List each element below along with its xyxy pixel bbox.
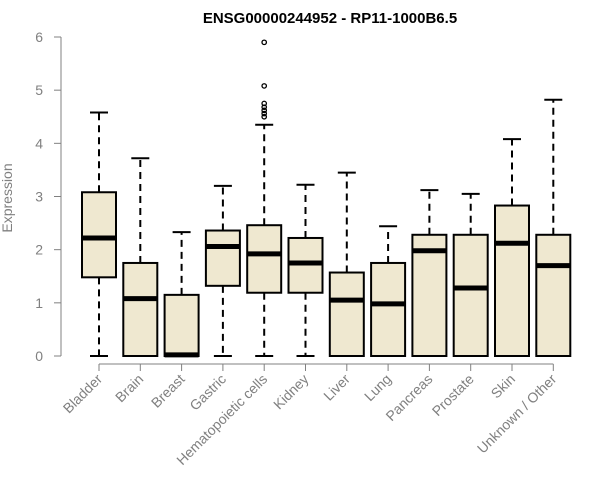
box-iqr: [163, 293, 200, 358]
box-iqr: [452, 233, 489, 357]
box-group: [535, 98, 572, 357]
chart-title: ENSG00000244952 - RP11-1000B6.5: [203, 10, 457, 27]
outlier-point: [261, 113, 268, 120]
y-tick-label: 4: [35, 135, 43, 151]
box-group: [370, 225, 407, 358]
box-group: [411, 189, 448, 357]
box-iqr: [81, 191, 117, 279]
x-tick-label: Brain: [112, 371, 146, 405]
y-tick-label: 6: [35, 29, 43, 45]
box-iqr: [246, 224, 283, 294]
box-iqr: [204, 229, 241, 287]
y-tick-label: 5: [35, 82, 43, 98]
outlier-point: [261, 100, 268, 107]
y-tick-label: 3: [35, 189, 43, 205]
x-tick-label: Liver: [320, 371, 353, 404]
box-iqr: [122, 261, 159, 358]
box-iqr: [370, 261, 407, 358]
outlier-point: [261, 110, 268, 117]
outlier-point: [261, 107, 268, 114]
box-group: [122, 157, 159, 358]
box-group: [163, 231, 200, 358]
box-group: [328, 171, 365, 357]
x-tick-label: Bladder: [60, 371, 106, 417]
box-iqr: [494, 204, 530, 357]
box-group: [81, 111, 117, 357]
x-tick-label: Lung: [361, 371, 394, 404]
box-group: [287, 183, 324, 357]
y-axis: 0 1 2 3 4 5 6: [35, 29, 62, 364]
x-tick-label: Skin: [488, 371, 519, 402]
box-group: [494, 138, 530, 357]
x-tick-label: Prostate: [429, 371, 477, 419]
y-tick-label: 2: [35, 242, 43, 258]
box-group: [204, 184, 241, 357]
box-iqr: [411, 233, 448, 357]
y-axis-label: Expression: [0, 163, 15, 232]
box-group: [246, 39, 283, 357]
x-tick-label: Breast: [148, 371, 188, 411]
x-tick-label: Kidney: [270, 371, 312, 413]
box-iqr: [535, 233, 572, 357]
outlier-point: [261, 104, 268, 111]
outlier-point: [261, 83, 268, 89]
box-group: [452, 192, 489, 357]
box-iqr: [328, 271, 365, 357]
y-tick-label: 1: [35, 295, 43, 311]
y-tick-label: 0: [35, 348, 43, 364]
plot-area: [81, 39, 572, 358]
outlier-point: [261, 39, 268, 46]
